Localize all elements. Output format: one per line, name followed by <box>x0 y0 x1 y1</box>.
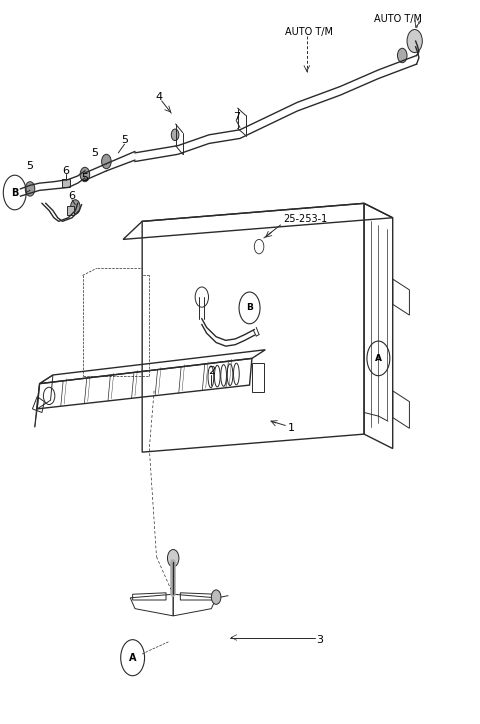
Circle shape <box>171 129 179 140</box>
Text: 2: 2 <box>208 366 215 376</box>
Bar <box>67 206 74 215</box>
Circle shape <box>80 167 90 182</box>
Circle shape <box>71 200 80 214</box>
Text: 5: 5 <box>26 161 34 171</box>
Text: 25-253-1: 25-253-1 <box>283 214 327 224</box>
Circle shape <box>25 182 35 196</box>
Circle shape <box>102 154 111 169</box>
Text: 1: 1 <box>288 424 295 434</box>
Text: 5: 5 <box>91 148 98 158</box>
Text: 5: 5 <box>82 173 88 183</box>
Bar <box>62 179 70 188</box>
Text: 6: 6 <box>62 166 69 176</box>
Text: 7: 7 <box>233 111 240 122</box>
Text: AUTO T/M: AUTO T/M <box>373 14 421 24</box>
Text: A: A <box>129 653 136 662</box>
Text: B: B <box>11 188 18 198</box>
Text: 6: 6 <box>69 191 75 201</box>
Circle shape <box>407 30 422 53</box>
Text: A: A <box>375 354 382 363</box>
Circle shape <box>397 49 407 63</box>
Circle shape <box>211 590 221 605</box>
Text: B: B <box>246 303 253 313</box>
Circle shape <box>168 550 179 567</box>
Text: 5: 5 <box>121 135 128 145</box>
Text: 3: 3 <box>316 635 324 644</box>
Text: 4: 4 <box>156 92 162 101</box>
Text: AUTO T/M: AUTO T/M <box>285 28 333 38</box>
